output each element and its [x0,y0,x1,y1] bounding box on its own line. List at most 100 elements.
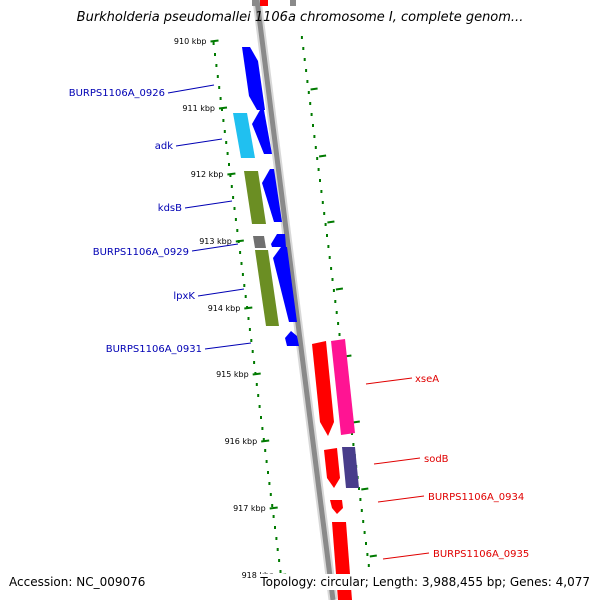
tick-mark [244,306,253,310]
gc-dot [363,531,366,534]
gc-dot [271,504,274,507]
gene-label-BURPS1106A_0929[interactable]: BURPS1106A_0929 [93,247,189,258]
gc-dot [228,163,230,166]
tick-mark [310,87,318,91]
gc-dot [319,179,321,182]
gc-dot [240,262,243,265]
gc-dot [215,64,218,67]
gc-dot [320,190,323,193]
gc-dot [232,196,235,199]
tick-label: 913 kbp [199,237,232,246]
tick-mark [210,39,219,43]
gene-arrow-xseA[interactable] [312,341,334,436]
tick-mark [318,154,327,158]
feature-top-gray [252,0,258,6]
tick-mark [227,172,236,176]
gc-dot [310,113,313,116]
gc-dot [352,443,355,446]
gene-label-sodB[interactable]: sodB [424,454,449,465]
gc-dot [359,498,362,501]
gc-dot [362,520,365,523]
tick-label: 915 kbp [216,370,249,379]
gene-arrow-BURPS1106A_0934[interactable] [330,500,343,514]
tick-mark [369,554,377,558]
gc-dot [248,328,251,331]
tick-label: 910 kbp [174,37,207,46]
tick-mark [327,220,335,224]
connector-kdsB [184,200,233,209]
gc-dot [351,432,353,435]
cog-bar-BURPS1106A_0929 [253,236,266,248]
gc-dot [331,278,334,281]
gc-dot [307,91,310,94]
tick-mark [235,239,244,243]
gc-dot [244,295,247,298]
connector-BURPS1106A_0926 [167,84,215,94]
cog-bar-adk [233,113,255,158]
gene-arrow-kdsB[interactable] [262,169,282,222]
gc-dot [269,493,272,496]
gc-dot [276,548,279,551]
gene-arrow-BURPS1106A_0926[interactable] [242,47,265,110]
gc-dot [317,168,320,171]
gc-dot [326,234,328,237]
gene-label-BURPS1106A_0935[interactable]: BURPS1106A_0935 [433,549,529,560]
gc-dot [268,482,271,485]
feature-top-red [260,0,268,6]
gene-arrow-lpxK[interactable] [273,247,297,322]
tick-mark [269,506,278,510]
gc-dot [306,80,309,83]
tick-label: 916 kbp [225,437,258,446]
gene-arrow-adk[interactable] [252,110,272,154]
gc-dot [236,229,239,232]
gc-dot [328,256,331,259]
gc-dot [365,542,367,545]
tick-label: 914 kbp [208,304,241,313]
gene-arrow-sodB[interactable] [324,448,340,488]
gc-dot [302,47,305,50]
gene-label-BURPS1106A_0926[interactable]: BURPS1106A_0926 [69,88,165,99]
gc-dot [323,212,326,215]
gc-dot [214,53,216,56]
tick-mark [261,439,270,443]
gc-dot [250,339,253,342]
gc-dot [261,427,264,430]
gene-label-adk[interactable]: adk [155,141,173,152]
connector-BURPS1106A_0935 [382,552,430,560]
gc-dot [338,333,341,336]
tick-mark [218,106,228,110]
gc-dot [321,201,324,204]
gc-dot [257,394,260,397]
gc-dot [226,152,229,155]
gene-arrow-BURPS1106A_0931[interactable] [285,331,299,346]
gene-label-lpxK[interactable]: lpxK [173,291,195,302]
gc-dot [229,174,232,177]
gc-dot [265,460,268,463]
gene-label-kdsB[interactable]: kdsB [158,203,182,214]
gc-dot [234,218,237,221]
tick-label: 917 kbp [233,504,266,513]
gc-dot [264,449,267,452]
gc-dot [367,564,370,567]
cog-bar-sodB [342,447,359,488]
tick-label: 912 kbp [191,170,224,179]
gc-dot [358,487,360,490]
connector-sodB [373,457,421,465]
connector-BURPS1106A_0934 [377,495,425,503]
gc-dot [239,251,242,254]
gc-dot [260,416,262,419]
gene-label-BURPS1106A_0934[interactable]: BURPS1106A_0934 [428,492,524,503]
gene-arrow-BURPS1106A_0929[interactable] [271,234,286,247]
cog-bar-xseA [331,339,355,435]
gene-label-BURPS1106A_0931[interactable]: BURPS1106A_0931 [106,344,202,355]
connector-adk [175,138,223,147]
gc-dot [300,36,303,39]
gene-labels: BURPS1106A_0926 adk kdsB BURPS1106A_0929… [69,88,530,560]
gc-dot [262,438,265,441]
cog-bar-kdsB [244,171,266,224]
gc-dot [221,108,223,111]
gc-dot [334,300,337,303]
tick-mark [335,287,344,291]
kbp-ticks: 910 kbp 911 kbp 912 kbp 913 kbp 914 kbp 915 k… [174,37,377,580]
gene-label-xseA[interactable]: xseA [415,374,439,385]
